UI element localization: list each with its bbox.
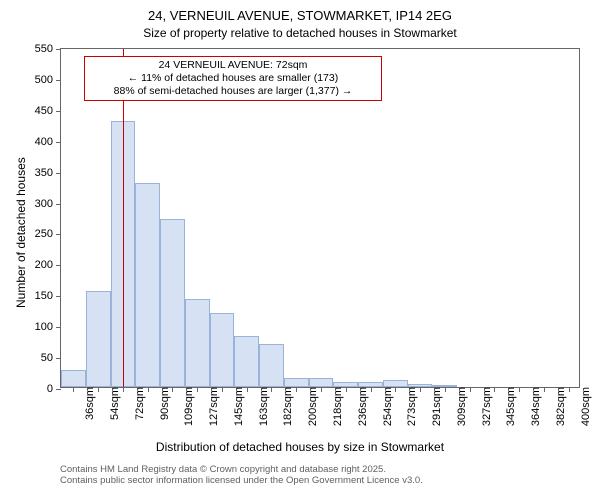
x-tick: [420, 387, 421, 392]
x-tick: [98, 387, 99, 392]
y-tick-label: 300: [35, 198, 61, 210]
x-tick: [321, 387, 322, 392]
x-tick: [494, 387, 495, 392]
x-tick-label: 382sqm: [549, 387, 567, 426]
annotation-line: 88% of semi-detached houses are larger (…: [89, 85, 377, 98]
annotation-line: ← 11% of detached houses are smaller (17…: [89, 72, 377, 85]
x-tick-label: 145sqm: [227, 387, 245, 426]
x-tick: [172, 387, 173, 392]
y-tick-label: 400: [35, 136, 61, 148]
x-tick-label: 309sqm: [450, 387, 468, 426]
y-tick-label: 150: [35, 290, 61, 302]
x-tick: [73, 387, 74, 392]
x-tick-label: 273sqm: [400, 387, 418, 426]
chart-subtitle: Size of property relative to detached ho…: [0, 26, 600, 40]
bar: [61, 370, 86, 387]
bar: [383, 380, 408, 387]
x-tick: [470, 387, 471, 392]
x-tick: [123, 387, 124, 392]
x-tick-label: 364sqm: [524, 387, 542, 426]
x-tick: [197, 387, 198, 392]
x-tick-label: 254sqm: [376, 387, 394, 426]
x-tick: [346, 387, 347, 392]
y-tick-label: 350: [35, 167, 61, 179]
bar: [135, 183, 160, 387]
y-tick-label: 0: [47, 383, 61, 395]
x-tick-label: 400sqm: [574, 387, 592, 426]
y-tick-label: 550: [35, 43, 61, 55]
y-tick-label: 50: [41, 352, 61, 364]
bar: [210, 313, 235, 387]
y-tick-label: 100: [35, 321, 61, 333]
x-tick-label: 72sqm: [128, 387, 146, 420]
x-tick-label: 109sqm: [177, 387, 195, 426]
x-tick: [519, 387, 520, 392]
x-tick-label: 127sqm: [202, 387, 220, 426]
x-tick-label: 218sqm: [326, 387, 344, 426]
x-tick: [445, 387, 446, 392]
x-tick: [271, 387, 272, 392]
bar: [185, 299, 210, 387]
annotation-box: 24 VERNEUIL AVENUE: 72sqm← 11% of detach…: [84, 56, 382, 101]
x-tick-label: 291sqm: [425, 387, 443, 426]
bar: [86, 291, 111, 387]
chart-title: 24, VERNEUIL AVENUE, STOWMARKET, IP14 2E…: [0, 8, 600, 23]
bar: [284, 378, 309, 387]
x-tick: [247, 387, 248, 392]
y-tick-label: 500: [35, 74, 61, 86]
y-tick-label: 450: [35, 105, 61, 117]
chart-container: 24, VERNEUIL AVENUE, STOWMARKET, IP14 2E…: [0, 0, 600, 500]
y-tick-label: 250: [35, 228, 61, 240]
x-tick-label: 327sqm: [475, 387, 493, 426]
x-tick: [371, 387, 372, 392]
y-axis-label: Number of detached houses: [14, 157, 28, 308]
bar: [234, 336, 259, 387]
x-tick: [544, 387, 545, 392]
x-tick-label: 200sqm: [301, 387, 319, 426]
y-tick-label: 200: [35, 259, 61, 271]
bar: [259, 344, 284, 387]
x-tick-label: 36sqm: [78, 387, 96, 420]
x-tick: [296, 387, 297, 392]
x-tick-label: 182sqm: [276, 387, 294, 426]
x-tick-label: 90sqm: [153, 387, 171, 420]
x-tick-label: 236sqm: [351, 387, 369, 426]
x-tick: [148, 387, 149, 392]
x-tick-label: 345sqm: [499, 387, 517, 426]
x-tick: [395, 387, 396, 392]
x-tick-label: 54sqm: [103, 387, 121, 420]
x-tick: [569, 387, 570, 392]
x-axis-label: Distribution of detached houses by size …: [0, 440, 600, 454]
bar: [160, 219, 185, 387]
footer-text: Contains HM Land Registry data © Crown c…: [60, 464, 423, 486]
x-tick: [222, 387, 223, 392]
annotation-line: 24 VERNEUIL AVENUE: 72sqm: [89, 59, 377, 72]
bar: [309, 378, 334, 387]
x-tick-label: 163sqm: [252, 387, 270, 426]
